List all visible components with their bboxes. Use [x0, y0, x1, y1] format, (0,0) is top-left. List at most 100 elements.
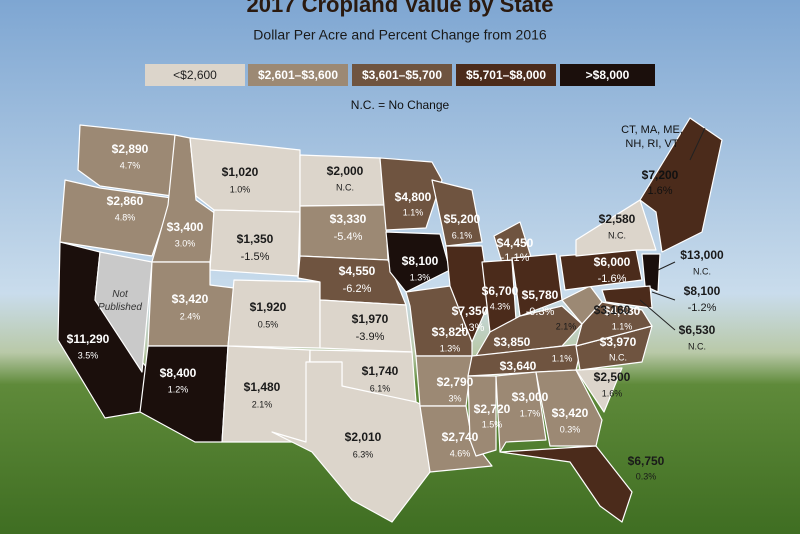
leader-line	[651, 291, 676, 301]
state-value: $5,780	[522, 288, 559, 302]
state-change: 1.7%	[520, 408, 541, 418]
state-value: $6,750	[628, 454, 665, 468]
nevada-label: Not Published	[98, 289, 142, 313]
state	[641, 253, 661, 293]
state-value: $2,720	[474, 402, 511, 416]
state-value: $3,000	[512, 390, 549, 404]
state-value: $3,640	[500, 359, 537, 373]
state-value: $8,100	[684, 284, 721, 298]
state-change: 6.1%	[452, 230, 473, 240]
state-change: 1.5%	[482, 419, 503, 429]
state-value: $6,700	[482, 284, 519, 298]
legend-label: >$8,000	[586, 68, 630, 82]
subtitle: Dollar Per Acre and Percent Change from …	[253, 27, 547, 43]
state-value: $3,330	[330, 212, 367, 226]
state-change: N.C.	[608, 230, 626, 240]
state-value: $4,480	[604, 304, 641, 318]
state-change: -1.3%	[456, 322, 485, 334]
state-value: $2,740	[442, 430, 479, 444]
state	[299, 154, 386, 207]
state-change: 1.1%	[552, 353, 573, 363]
state-change: 4.3%	[490, 301, 511, 311]
legend-label: <$2,600	[173, 68, 217, 82]
state	[271, 361, 437, 523]
legend-label: $2,601–$3,600	[258, 68, 338, 82]
state-value: $2,860	[107, 194, 144, 208]
state-change: 4.8%	[115, 212, 136, 222]
state	[385, 231, 451, 293]
state-value: $4,550	[339, 264, 376, 278]
state-change: -1.1%	[501, 252, 530, 264]
note: N.C. = No Change	[351, 98, 450, 112]
state-change: 1.6%	[647, 185, 672, 197]
state-change: -5.4%	[334, 231, 363, 243]
state-change: N.C.	[688, 341, 706, 351]
leader-line	[639, 299, 676, 331]
state	[445, 245, 491, 343]
state-change: N.C.	[693, 266, 711, 276]
state-value: $1,020	[222, 165, 259, 179]
state-value: $2,790	[437, 375, 474, 389]
state-change: -1.2%	[688, 302, 717, 314]
state-value: $7,200	[642, 168, 679, 182]
state-value: $6,530	[679, 323, 716, 337]
state	[379, 157, 443, 231]
state	[561, 285, 603, 325]
state-value: $2,010	[345, 430, 382, 444]
state-value: $2,500	[594, 370, 631, 384]
legend-swatch	[456, 64, 556, 86]
state-change: 1.3%	[410, 272, 431, 282]
leader-line	[657, 261, 676, 271]
state	[467, 375, 497, 457]
legend-label: $3,601–$5,700	[362, 68, 442, 82]
legend-swatch	[560, 64, 655, 86]
state-value: $7,350	[452, 304, 489, 318]
state-change: 1.1%	[612, 321, 633, 331]
state	[575, 199, 657, 257]
state	[639, 117, 723, 253]
state-value: $3,400	[167, 220, 204, 234]
state-value: $5,200	[444, 212, 481, 226]
state-change: -0.3%	[526, 306, 555, 318]
state-value: $4,800	[395, 190, 432, 204]
state-value: $3,850	[494, 335, 531, 349]
state-change: -1.6%	[598, 273, 627, 285]
state-change: 3.0%	[175, 238, 196, 248]
states	[57, 117, 723, 523]
state-change: -1.5%	[241, 251, 270, 263]
state-change: 2.1%	[252, 399, 273, 409]
state-change: 3%	[448, 393, 461, 403]
state-change: -6.2%	[343, 283, 372, 295]
state-change: 0.5%	[258, 319, 279, 329]
state-change: 3.5%	[78, 350, 99, 360]
state	[94, 251, 153, 373]
state-value: $3,970	[600, 335, 637, 349]
state-value: $8,100	[402, 254, 439, 268]
state-change: 1.2%	[168, 384, 189, 394]
state-change: 4.6%	[450, 448, 471, 458]
state-change: 0.3%	[560, 424, 581, 434]
state-change: 6.1%	[370, 383, 391, 393]
legend-swatch	[352, 64, 452, 86]
state-change: 1.1%	[403, 207, 424, 217]
state-value: $2,890	[112, 142, 149, 156]
leader-lines	[639, 127, 706, 331]
state-change: 6.3%	[353, 449, 374, 459]
state	[77, 124, 176, 197]
region-label: CT, MA, ME, NH, RI, VT	[621, 124, 683, 150]
legend-swatch	[248, 64, 348, 86]
state-change: N.C.	[336, 182, 354, 192]
state-change: 4.7%	[120, 160, 141, 170]
state-value: $1,480	[244, 380, 281, 394]
state	[575, 367, 623, 413]
state-change: 1.3%	[440, 343, 461, 353]
state-value: $6,000	[594, 255, 631, 269]
legend-swatch	[145, 64, 245, 86]
state	[431, 179, 483, 247]
state-value: $1,740	[362, 364, 399, 378]
state-change: 1.0%	[230, 184, 251, 194]
state	[499, 445, 633, 523]
state	[495, 371, 547, 453]
state-value: $3,420	[172, 292, 209, 306]
